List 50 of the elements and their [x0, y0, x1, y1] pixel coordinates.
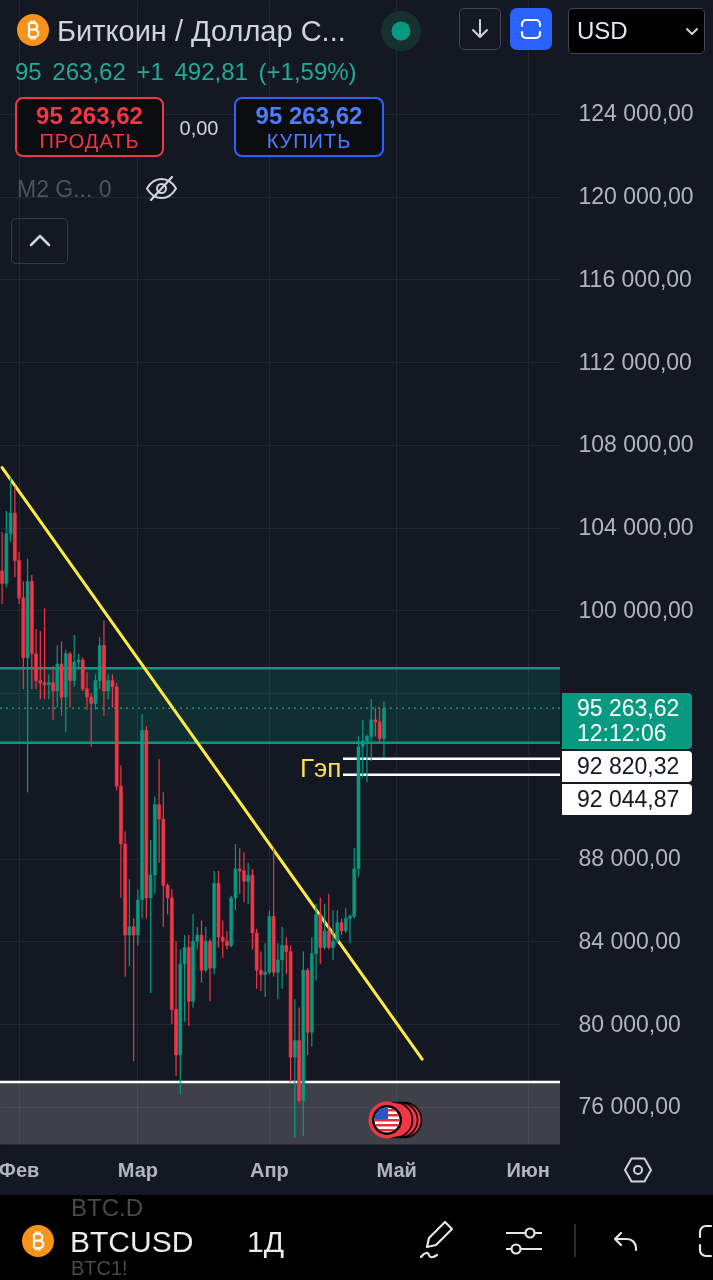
text: BTCUSD — [70, 1225, 194, 1259]
candlestick — [131, 917, 136, 1062]
candlestick — [242, 851, 246, 903]
candlestick — [127, 878, 132, 967]
y-tick-label: 88 000,00 — [578, 845, 681, 872]
y-tick-label: 76 000,00 — [578, 1093, 681, 1120]
y-tick-label: 104 000,00 — [578, 514, 694, 541]
ref-line-label: 92 820,32 — [562, 750, 692, 782]
text: BTC.D — [71, 1194, 143, 1222]
x-tick-label: Мар — [117, 1158, 158, 1181]
x-tick-label: Июн — [506, 1158, 550, 1181]
candlestick — [246, 862, 250, 905]
y-tick-label: 112 000,00 — [578, 348, 692, 375]
annotation: Гэп — [300, 753, 342, 783]
y-tick-label: 120 000,00 — [578, 183, 694, 210]
candlestick — [38, 630, 43, 700]
x-tick-label: Апр — [250, 1158, 289, 1181]
x-tick-label: Фев — [0, 1158, 40, 1181]
y-tick-label: 80 000,00 — [578, 1010, 681, 1037]
candlestick — [293, 998, 297, 1139]
candlestick — [0, 531, 4, 605]
candlestick — [72, 634, 77, 688]
text: BTC1! — [71, 1256, 128, 1280]
y-tick-label: 100 000,00 — [578, 596, 694, 623]
text: 1Д — [247, 1225, 285, 1259]
candlestick — [331, 909, 335, 961]
candlestick — [46, 673, 51, 700]
annotation: КУПИТЬ — [265, 129, 353, 153]
y-tick-label: 116 000,00 — [578, 265, 692, 292]
y-tick-label: 124 000,00 — [578, 100, 694, 127]
candlestick — [42, 607, 47, 700]
x-tick-label: Май — [376, 1158, 417, 1181]
annotation: ПРОДАТЬ — [38, 129, 141, 153]
y-tick-label: 84 000,00 — [578, 927, 681, 954]
annotation: 0,00 — [178, 116, 220, 140]
annotation: 95 263,62 — [35, 102, 144, 130]
candlestick — [326, 893, 331, 951]
text: Биткоин / Доллар С... — [57, 14, 346, 48]
ref-line-label: 95 263,62 12:12:06 — [562, 692, 692, 749]
text: USD — [577, 17, 628, 45]
candlestick — [106, 673, 110, 700]
annotation: 95 263,62 — [254, 102, 364, 130]
ref-line-label: 92 044,87 — [562, 783, 692, 815]
candlestick — [322, 903, 327, 951]
candlestick — [51, 665, 55, 721]
text: 95 263,62 +1 492,81 (+1,59%) — [15, 58, 357, 86]
candlestick — [377, 706, 382, 744]
annotation: M2 G... 0 — [17, 175, 112, 203]
candlestick — [225, 930, 229, 951]
y-tick-label: 108 000,00 — [578, 431, 694, 458]
